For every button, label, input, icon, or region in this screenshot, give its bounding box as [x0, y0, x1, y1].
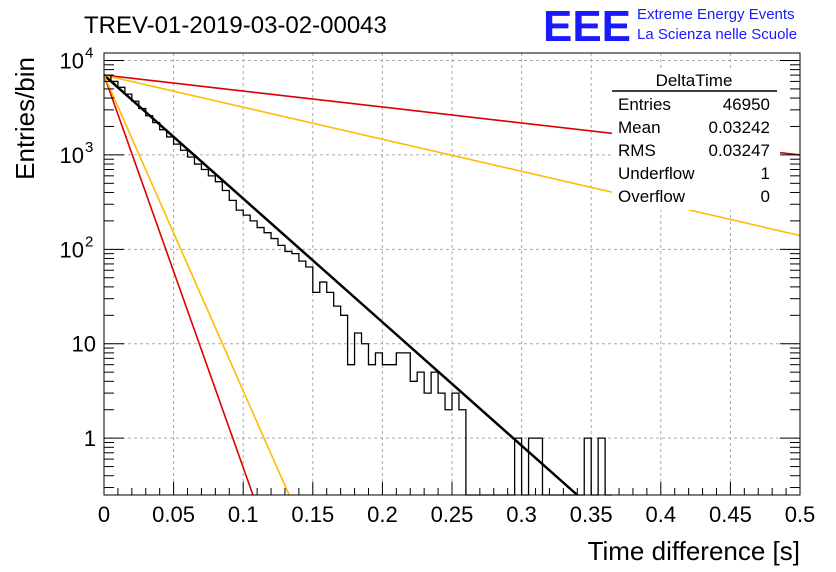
tick-labels: 0 0.05 0.1 0.15 0.2 0.25 0.3 0.35 0.4 0.45 0.51101…: [60, 44, 816, 527]
y-tick-label: 1: [84, 426, 96, 451]
stats-label-mean: Mean: [618, 118, 661, 137]
x-tick-label: 0: [98, 502, 110, 527]
y-tick-label: 10: [60, 237, 84, 262]
y-tick-label: 10: [60, 143, 84, 168]
stats-value-underflow: 1: [761, 164, 770, 183]
fit-line-black-fit: [103, 74, 579, 496]
stats-box: DeltaTime Entries 46950 Mean 0.03242 RMS…: [612, 68, 780, 210]
x-tick-label: 0.1: [228, 502, 259, 527]
stats-value-mean: 0.03242: [709, 118, 770, 137]
x-tick-label: 0.05: [152, 502, 195, 527]
histogram: [104, 74, 613, 496]
stats-box-title: DeltaTime: [656, 71, 733, 90]
fit-line-red-steep: [103, 74, 254, 496]
x-tick-label: 0.5: [785, 502, 816, 527]
logo-line-1: Extreme Energy Events: [637, 6, 795, 23]
x-axis-label: Time difference [s]: [588, 536, 800, 566]
fit-line-orange-steep: [103, 74, 290, 496]
axis-ticks: [103, 59, 801, 495]
y-tick-label: 10: [72, 332, 96, 357]
x-tick-label: 0.3: [506, 502, 537, 527]
x-tick-label: 0.15: [291, 502, 334, 527]
histogram-outline: [104, 74, 613, 496]
y-tick-exponent: 2: [85, 233, 93, 250]
stats-label-overflow: Overflow: [618, 187, 686, 206]
x-tick-label: 0.25: [431, 502, 474, 527]
eee-logo-mark: EEE: [543, 2, 631, 51]
eee-logo: EEE Extreme Energy Events La Scienza nel…: [543, 2, 797, 51]
logo-line-2: La Scienza nelle Scuole: [637, 26, 797, 43]
x-tick-label: 0.35: [570, 502, 613, 527]
stats-value-entries: 46950: [723, 95, 770, 114]
stats-value-rms: 0.03247: [709, 141, 770, 160]
stats-value-overflow: 0: [761, 187, 770, 206]
y-tick-exponent: 3: [85, 139, 93, 156]
stats-label-rms: RMS: [618, 141, 656, 160]
x-tick-label: 0.45: [709, 502, 752, 527]
stats-label-entries: Entries: [618, 95, 671, 114]
y-tick-exponent: 4: [85, 44, 93, 61]
y-tick-label: 10: [60, 48, 84, 73]
y-axis-label: Entries/bin: [10, 57, 40, 180]
x-tick-label: 0.2: [367, 502, 398, 527]
chart-title: TREV-01-2019-03-02-00043: [84, 12, 387, 39]
stats-label-underflow: Underflow: [618, 164, 695, 183]
x-tick-label: 0.4: [646, 502, 677, 527]
